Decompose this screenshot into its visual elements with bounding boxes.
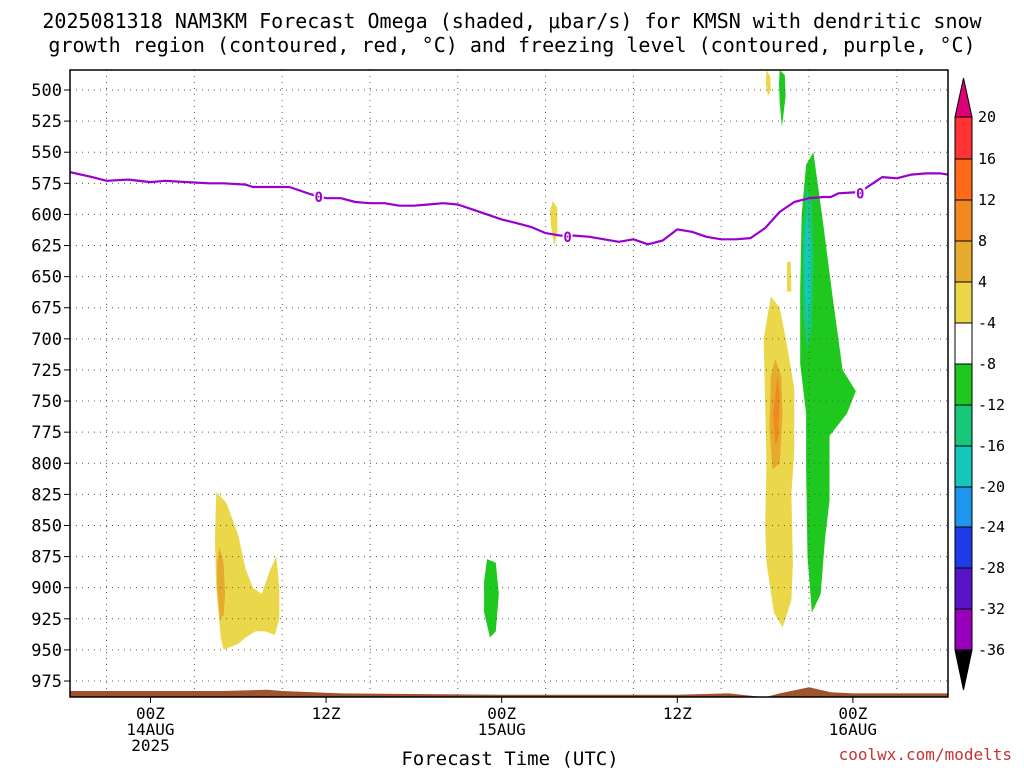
freezing-level-label-bg-1	[562, 229, 573, 243]
colorbar-bin-9	[954, 486, 973, 528]
plot-background	[70, 70, 948, 697]
credit-text: coolwx.com/modelts	[839, 745, 1012, 764]
colorbar-tick-7: -12	[978, 396, 1005, 414]
chart-title-line1: 2025081318 NAM3KM Forecast Omega (shaded…	[42, 9, 982, 33]
colorbar-top-arrow	[954, 77, 973, 118]
x-tick-label-48-1: 16AUG	[829, 720, 877, 739]
y-tick-label-675: 675	[31, 299, 62, 319]
freezing-level-label-1: 0	[563, 230, 571, 246]
x-tick-label-24-1: 15AUG	[478, 720, 526, 739]
colorbar-bin-11	[954, 567, 973, 610]
freezing-level-label-bg-2	[855, 186, 866, 200]
colorbar-tick-13: -36	[978, 641, 1005, 659]
y-tick-label-875: 875	[31, 548, 62, 568]
colorbar-bin-7	[954, 404, 973, 447]
colorbar-tick-2: 12	[978, 191, 996, 209]
y-tick-label-800: 800	[31, 454, 62, 474]
colorbar-tick-11: -28	[978, 559, 1005, 577]
colorbar-tick-8: -16	[978, 437, 1005, 455]
terrain-fill	[70, 687, 948, 697]
colorbar-tick-12: -32	[978, 600, 1005, 618]
freezing-level-label-0: 0	[315, 190, 323, 206]
colorbar-tick-4: 4	[978, 273, 987, 291]
freezing-level-label-bg-0	[313, 190, 324, 204]
freezing-level-line	[70, 171, 948, 246]
colorbar-tick-0: 20	[978, 108, 996, 126]
grid-lines	[70, 70, 948, 697]
chart-title-line2: growth region (contoured, red, °C) and f…	[48, 33, 975, 57]
y-tick-label-975: 975	[31, 672, 62, 692]
x-axis-label: Forecast Time (UTC)	[401, 748, 618, 768]
y-tick-label-625: 625	[31, 237, 62, 257]
x-tick-label-36-0: 12Z	[663, 704, 692, 723]
colorbar-bottom-arrow	[954, 649, 973, 691]
plot-frame	[69, 69, 949, 698]
y-tick-label-575: 575	[31, 174, 62, 194]
freezing-level-contour: 0 0 0	[70, 171, 948, 246]
colorbar-bin-5	[954, 322, 973, 365]
colorbar-tick-9: -20	[978, 478, 1005, 496]
y-tick-label-525: 525	[31, 112, 62, 132]
y-tick-label-925: 925	[31, 610, 62, 630]
colorbar-tick-3: 8	[978, 232, 987, 250]
x-tick-label-48-0: 00Z	[838, 704, 867, 723]
y-tick-label-725: 725	[31, 361, 62, 381]
colorbar-tick-5: -4	[978, 314, 996, 332]
y-tick-label-775: 775	[31, 423, 62, 443]
plot-border	[69, 69, 949, 698]
colorbar-bin-0	[954, 116, 973, 160]
omega-region-10	[800, 152, 856, 613]
y-tick-label-750: 750	[31, 392, 62, 412]
colorbar-bin-2	[954, 199, 973, 242]
colorbar-bin-3	[954, 240, 973, 283]
omega-region-0	[214, 491, 280, 650]
colorbar-tick-1: 16	[978, 150, 996, 168]
x-tick-label-0-2: 2025	[131, 736, 170, 755]
colorbar-tick-6: -8	[978, 355, 996, 373]
x-tick-label-0-0: 00Z	[136, 704, 165, 723]
omega-region-6	[787, 261, 792, 292]
y-axis: 500 525 550 575 600 625 650 675 700 725 750 775 800 8…	[31, 81, 70, 692]
omega-shading	[214, 70, 856, 650]
colorbar-tick-10: -24	[978, 518, 1005, 536]
terrain-area	[70, 687, 948, 697]
colorbar-bin-4	[954, 281, 973, 324]
y-tick-label-650: 650	[31, 268, 62, 288]
x-tick-label-24-0: 00Z	[487, 704, 516, 723]
y-tick-label-825: 825	[31, 485, 62, 505]
omega-region-1	[217, 546, 226, 619]
y-tick-label-700: 700	[31, 330, 62, 350]
omega-region-5	[779, 70, 786, 128]
x-tick-label-12-0: 12Z	[312, 704, 341, 723]
omega-region-4	[765, 70, 771, 97]
y-tick-label-600: 600	[31, 205, 62, 225]
omega-region-2	[484, 559, 499, 638]
y-tick-label-850: 850	[31, 516, 62, 536]
omega-region-9	[773, 376, 780, 445]
freezing-level-label-2: 0	[856, 186, 864, 202]
y-tick-label-950: 950	[31, 641, 62, 661]
plot-area	[70, 70, 948, 697]
colorbar-bin-8	[954, 445, 973, 488]
colorbar-bin-10	[954, 526, 973, 569]
omega-colorbar: 20 16 12 8 4 -4 -8 -12 -16 -20 -24 -28 -32 -36	[954, 77, 1005, 691]
x-tick-label-0-1: 14AUG	[126, 720, 174, 739]
y-tick-label-500: 500	[31, 81, 62, 101]
colorbar-bin-1	[954, 158, 973, 201]
colorbar-bin-6	[954, 363, 973, 406]
y-tick-label-550: 550	[31, 143, 62, 163]
colorbar-bin-12	[954, 608, 973, 651]
y-tick-label-900: 900	[31, 579, 62, 599]
